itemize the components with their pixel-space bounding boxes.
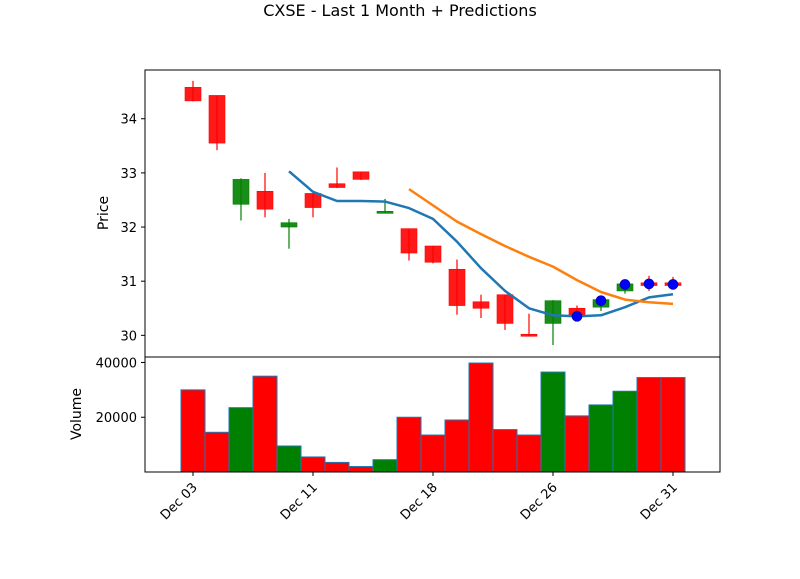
- volume-bar: [180, 389, 206, 473]
- price-y-tick-label: 31: [120, 275, 137, 290]
- x-tick-label: Dec 03: [158, 480, 201, 523]
- candle-body: [472, 301, 490, 309]
- price-y-axis: 30 31 32 33 34: [120, 113, 145, 344]
- price-y-tick-label: 32: [120, 221, 137, 236]
- volume-bar: [252, 375, 278, 473]
- candle-body: [448, 268, 466, 306]
- x-tick-label: Dec 31: [638, 480, 681, 523]
- x-tick-label: Dec 11: [278, 480, 321, 523]
- volume-bar: [492, 429, 518, 473]
- volume-bar: [228, 407, 254, 473]
- candle-body: [280, 222, 298, 228]
- price-axes-frame: [144, 69, 721, 358]
- volume-bar: [348, 466, 374, 473]
- candle-body: [424, 245, 442, 263]
- prediction-marker: [571, 311, 583, 322]
- volume-bar: [204, 431, 230, 473]
- prediction-marker: [595, 295, 607, 306]
- price-plot: 30 31 32 33 34 Price: [96, 69, 721, 358]
- prediction-markers: [571, 278, 679, 322]
- price-y-tick-label: 33: [120, 167, 137, 182]
- volume-bar: [444, 419, 470, 473]
- candle-body: [544, 300, 562, 324]
- price-y-label: Price: [96, 196, 112, 230]
- sma-short-line: [288, 170, 674, 318]
- volume-y-axis: 20000 40000: [96, 356, 145, 426]
- x-tick-label: Dec 18: [398, 480, 441, 523]
- volume-bar: [612, 390, 638, 473]
- candle-body: [256, 190, 274, 210]
- volume-bar: [396, 416, 422, 473]
- candlestick-series: [184, 80, 682, 346]
- candle-body: [328, 183, 346, 188]
- volume-bar: [660, 377, 686, 473]
- volume-bar: [636, 377, 662, 473]
- volume-bar: [564, 415, 590, 473]
- volume-y-tick-label: 40000: [96, 356, 137, 371]
- volume-bar: [372, 459, 398, 473]
- candle-body: [208, 95, 226, 144]
- sma-long-line: [408, 188, 674, 306]
- volume-bar: [588, 404, 614, 473]
- x-axis: Dec 03 Dec 11 Dec 18 Dec 26 Dec 31: [158, 472, 681, 523]
- candle-body: [232, 179, 250, 205]
- volume-y-tick-label: 20000: [96, 411, 137, 426]
- x-tick-label: Dec 26: [518, 480, 561, 523]
- candle-body: [496, 294, 514, 324]
- volume-bar: [468, 362, 494, 473]
- candle-body: [400, 228, 418, 254]
- volume-bar: [540, 371, 566, 473]
- volume-plot: 20000 40000 Dec 03 Dec 11 Dec 18 Dec 26 Dec 3…: [69, 356, 721, 523]
- price-y-tick-label: 30: [120, 329, 137, 344]
- candle-body: [352, 171, 370, 180]
- volume-bar: [300, 456, 326, 473]
- candle-body: [520, 333, 538, 337]
- volume-y-label: Volume: [69, 388, 85, 440]
- candle-body: [376, 211, 394, 214]
- candle-body: [304, 193, 322, 208]
- prediction-marker: [643, 278, 655, 290]
- candle-body: [184, 87, 202, 102]
- volume-bar: [420, 434, 446, 473]
- chart-title: CXSE - Last 1 Month + Predictions: [263, 1, 537, 20]
- volume-bar: [324, 461, 350, 473]
- volume-bars: [180, 362, 686, 473]
- prediction-marker: [667, 279, 679, 290]
- moving-average-lines: [288, 170, 674, 318]
- prediction-marker: [619, 279, 631, 290]
- volume-bar: [516, 434, 542, 473]
- volume-bar: [276, 445, 302, 473]
- price-y-tick-label: 34: [120, 113, 137, 128]
